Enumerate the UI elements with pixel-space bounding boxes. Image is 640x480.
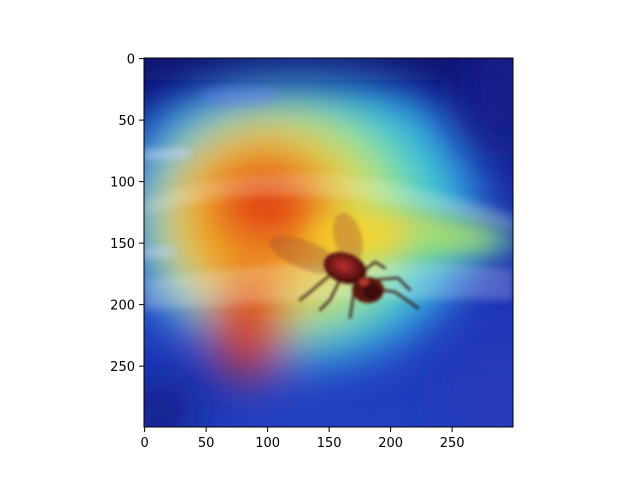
y-tick-label: 100 <box>110 176 135 191</box>
y-tick-label: 50 <box>118 114 135 129</box>
y-axis: 0 50 100 150 200 250 <box>110 53 144 375</box>
x-tick-label: 0 <box>140 436 148 451</box>
x-tick-label: 150 <box>317 436 342 451</box>
fly-subject <box>269 212 419 319</box>
y-tick-label: 250 <box>110 360 135 375</box>
x-axis: 0 50 100 150 200 250 <box>140 427 465 451</box>
x-tick-label: 250 <box>440 436 465 451</box>
heatmap-image <box>144 58 513 427</box>
x-tick-label: 100 <box>255 436 280 451</box>
x-tick-label: 50 <box>198 436 215 451</box>
axes-frame <box>143 57 514 428</box>
x-tick-label: 200 <box>378 436 403 451</box>
y-tick-label: 150 <box>110 237 135 252</box>
y-tick-label: 200 <box>110 299 135 314</box>
y-tick-label: 0 <box>127 53 135 68</box>
